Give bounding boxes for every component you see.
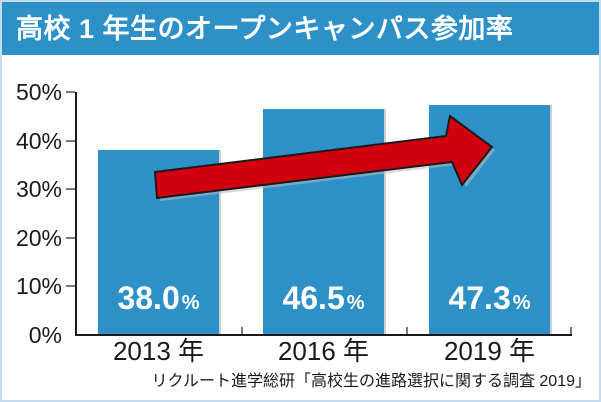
x-axis-tick: [570, 327, 572, 335]
y-axis-line: [75, 92, 77, 335]
y-axis-tick: [66, 91, 75, 93]
x-axis-label-2019: 2019 年: [443, 336, 536, 366]
bar-value-unit: %: [512, 292, 531, 314]
y-axis-tick: [66, 140, 75, 142]
y-axis-tick: [66, 285, 75, 287]
y-axis-label-10: 10%: [15, 273, 62, 299]
bar-value-number: 47.3: [448, 280, 511, 316]
y-axis-tick: [66, 188, 75, 190]
bar-value-label: 46.5%: [263, 280, 384, 317]
y-axis-label-20: 20%: [15, 225, 62, 251]
bar-value-label: 47.3%: [429, 280, 550, 317]
bar-2013: 38.0%: [98, 150, 219, 335]
y-axis-label-40: 40%: [15, 128, 62, 154]
bar-2016: 46.5%: [263, 109, 384, 335]
y-axis-label-50: 50%: [15, 79, 62, 105]
bar-value-label: 38.0%: [98, 280, 219, 317]
y-axis-tick: [66, 237, 75, 239]
page-title: 高校 1 年生のオープンキャンパス参加率: [16, 14, 514, 44]
bar-value-number: 46.5: [282, 280, 345, 316]
bar-value-number: 38.0: [117, 280, 180, 316]
y-axis-label-30: 30%: [15, 176, 62, 202]
bar-value-unit: %: [346, 292, 365, 314]
y-axis-label-0: 0%: [28, 322, 62, 348]
x-axis-label-2013: 2013 年: [112, 336, 205, 366]
bar-value-unit: %: [181, 292, 200, 314]
x-axis-line: [75, 334, 572, 336]
x-axis-tick: [241, 327, 243, 335]
x-axis-label-2016: 2016 年: [277, 336, 370, 366]
bar-2019: 47.3%: [429, 105, 550, 335]
source-citation: リクルート進学総研「高校生の進路選択に関する調査 2019」: [151, 373, 591, 390]
title-bar: 高校 1 年生のオープンキャンパス参加率: [2, 2, 599, 55]
x-axis-tick: [406, 327, 408, 335]
